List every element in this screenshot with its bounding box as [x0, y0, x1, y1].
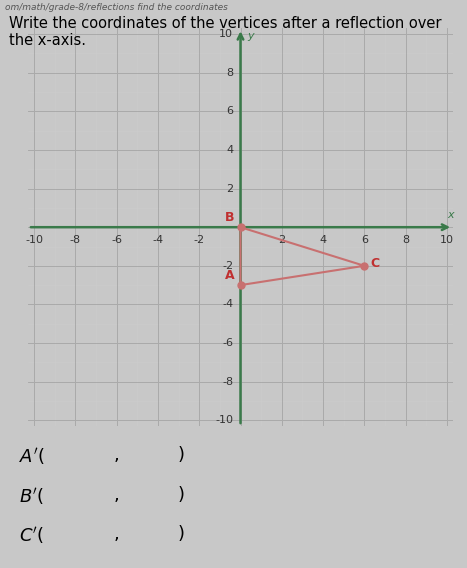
Text: y: y — [248, 31, 255, 41]
Text: -2: -2 — [194, 235, 205, 245]
Text: ): ) — [177, 525, 184, 544]
Text: 2: 2 — [278, 235, 285, 245]
Text: 6: 6 — [361, 235, 368, 245]
Text: $C'($: $C'($ — [19, 525, 44, 546]
Text: -10: -10 — [215, 415, 234, 425]
Text: Write the coordinates of the vertices after a reflection over the x-axis.: Write the coordinates of the vertices af… — [9, 16, 442, 48]
Text: -6: -6 — [222, 338, 234, 348]
Text: ,: , — [114, 446, 120, 464]
Text: A: A — [225, 269, 234, 282]
Text: -4: -4 — [222, 299, 234, 310]
Text: 10: 10 — [440, 235, 454, 245]
Text: 4: 4 — [319, 235, 326, 245]
Text: B: B — [225, 211, 234, 224]
Text: ,: , — [114, 486, 120, 504]
Text: -4: -4 — [152, 235, 163, 245]
Text: -2: -2 — [222, 261, 234, 271]
Text: -6: -6 — [111, 235, 122, 245]
Text: ): ) — [177, 486, 184, 504]
Text: x: x — [447, 211, 454, 220]
Text: 4: 4 — [226, 145, 234, 155]
Text: om/math/grade-8/reflections find the coordinates: om/math/grade-8/reflections find the coo… — [5, 3, 227, 12]
Text: -10: -10 — [25, 235, 43, 245]
Text: 2: 2 — [226, 183, 234, 194]
Text: C: C — [370, 257, 380, 270]
Text: 6: 6 — [226, 106, 234, 116]
Text: -8: -8 — [70, 235, 81, 245]
Text: $B'($: $B'($ — [19, 486, 44, 507]
Text: $A'($: $A'($ — [19, 446, 45, 467]
Text: ,: , — [114, 525, 120, 544]
Text: ): ) — [177, 446, 184, 464]
Text: 8: 8 — [226, 68, 234, 78]
Text: -8: -8 — [222, 377, 234, 387]
Text: 8: 8 — [402, 235, 409, 245]
Text: 10: 10 — [219, 29, 234, 39]
